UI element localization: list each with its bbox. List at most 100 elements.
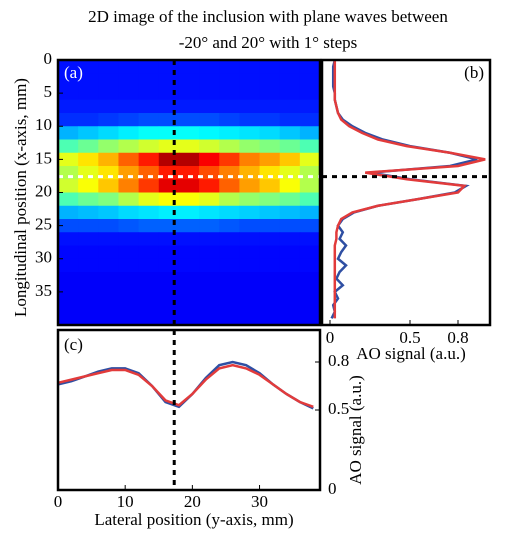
heat-cell	[158, 311, 180, 326]
heat-cell	[178, 205, 200, 220]
heat-cell	[239, 166, 261, 180]
heat-cell	[78, 73, 99, 87]
heat-cell	[118, 152, 140, 167]
heat-cell	[219, 73, 240, 87]
heat-cell	[219, 60, 240, 74]
heat-cell	[118, 232, 140, 246]
heat-cell	[279, 311, 301, 326]
heat-cell	[199, 179, 220, 193]
heat-cell	[259, 311, 281, 326]
heat-cell	[118, 60, 140, 74]
heat-cell	[299, 179, 321, 193]
heat-cell	[279, 219, 301, 233]
x-axis-label: AO signal (a.u.)	[356, 344, 466, 363]
heat-cell	[118, 245, 140, 260]
heat-cell	[98, 205, 119, 220]
heat-cell	[299, 73, 321, 87]
heat-cell	[138, 258, 160, 273]
heat-cell	[299, 99, 321, 114]
heat-cell	[98, 258, 119, 273]
heat-cell	[299, 60, 321, 74]
heat-cell	[239, 258, 261, 273]
heat-cell	[219, 245, 240, 260]
heat-cell	[138, 139, 160, 154]
heat-cell	[78, 272, 99, 286]
heat-cell	[158, 232, 180, 246]
heat-cell	[98, 245, 119, 260]
heat-cell	[279, 298, 301, 313]
x-tick-label: 30	[251, 492, 268, 511]
heat-cell	[219, 126, 240, 140]
heat-cell	[158, 60, 180, 74]
y-tick-label: 15	[35, 148, 52, 167]
heat-cell	[199, 73, 220, 87]
heat-cell	[299, 139, 321, 154]
heat-cell	[219, 298, 240, 313]
heat-cell	[199, 166, 220, 180]
heat-cell	[239, 219, 261, 233]
heat-cell	[178, 86, 200, 101]
heat-cell	[299, 298, 321, 313]
heat-cell	[178, 99, 200, 114]
heat-cell	[118, 113, 140, 127]
heat-cell	[58, 245, 79, 260]
heat-cell	[199, 258, 220, 273]
heat-cell	[158, 99, 180, 114]
heat-cell	[158, 285, 180, 299]
heat-cell	[138, 272, 160, 286]
heat-cell	[279, 126, 301, 140]
heat-cell	[98, 285, 119, 299]
heat-cell	[58, 285, 79, 299]
heat-cell	[98, 139, 119, 154]
heat-cell	[299, 219, 321, 233]
heat-cell	[219, 166, 240, 180]
heat-cell	[178, 311, 200, 326]
heat-cell	[199, 205, 220, 220]
heat-cell	[158, 152, 180, 167]
heat-cell	[118, 298, 140, 313]
heat-cell	[158, 166, 180, 180]
heat-cell	[259, 232, 281, 246]
heat-cell	[58, 113, 79, 127]
heat-cell	[239, 245, 261, 260]
heat-cell	[239, 205, 261, 220]
heat-cell	[219, 86, 240, 101]
heat-cell	[78, 219, 99, 233]
heat-cell	[98, 179, 119, 193]
heat-cell	[178, 166, 200, 180]
heat-cell	[118, 86, 140, 101]
heat-cell	[98, 219, 119, 233]
heat-cell	[219, 285, 240, 299]
heat-cell	[98, 113, 119, 127]
heat-cell	[199, 272, 220, 286]
heat-cell	[299, 311, 321, 326]
heat-cell	[199, 113, 220, 127]
heat-cell	[78, 126, 99, 140]
heat-cell	[239, 113, 261, 127]
heat-cell	[199, 192, 220, 207]
y-tick-label: 20	[35, 181, 52, 200]
heat-cell	[219, 311, 240, 326]
heat-cell	[78, 99, 99, 114]
heat-cell	[138, 311, 160, 326]
heat-cell	[58, 311, 79, 326]
heat-cell	[178, 258, 200, 273]
y-tick-label: 0	[328, 479, 337, 498]
heat-cell	[219, 232, 240, 246]
heat-cell	[279, 192, 301, 207]
y-tick-label: 35	[35, 281, 52, 300]
heat-cell	[58, 192, 79, 207]
y-axis-label: Longitudinal position (x-axis, mm)	[11, 78, 30, 317]
heat-cell	[158, 86, 180, 101]
heat-cell	[78, 139, 99, 154]
panel-label: (b)	[464, 63, 484, 82]
heat-cell	[118, 272, 140, 286]
heat-cell	[279, 272, 301, 286]
heat-cell	[279, 258, 301, 273]
heat-cell	[178, 152, 200, 167]
heat-cell	[239, 192, 261, 207]
heat-cell	[78, 298, 99, 313]
heat-cell	[199, 285, 220, 299]
heat-cell	[138, 126, 160, 140]
heat-cell	[138, 152, 160, 167]
